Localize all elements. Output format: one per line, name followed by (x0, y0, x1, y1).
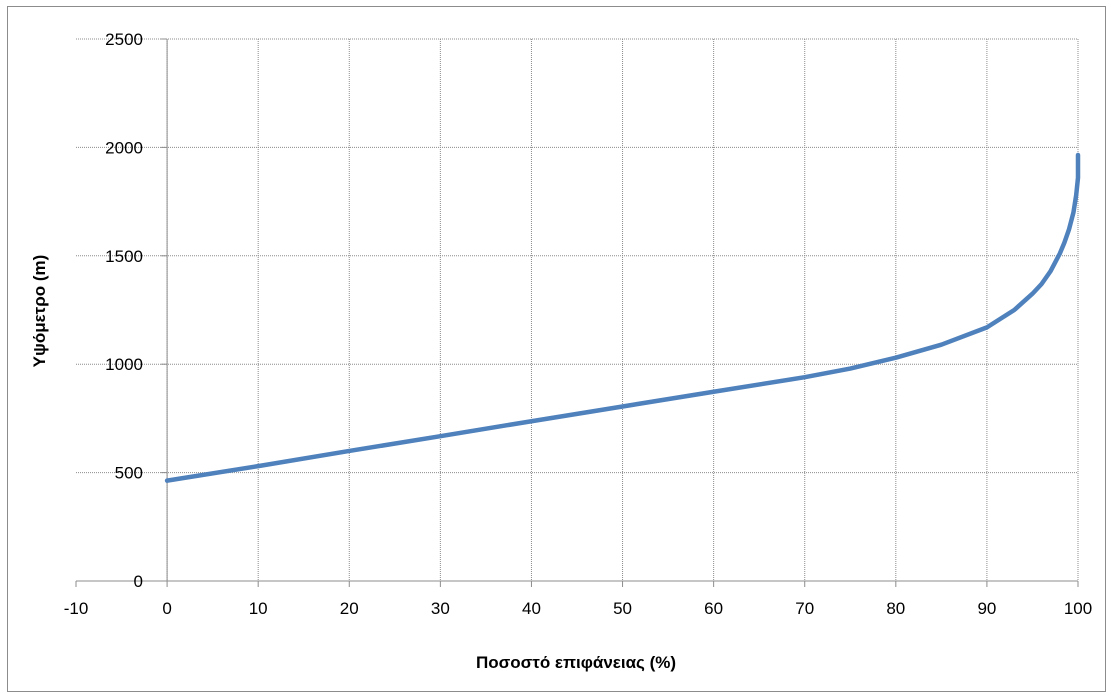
y-tick-label: 0 (134, 572, 143, 591)
x-tick-label: 70 (795, 599, 814, 618)
y-tick-label: 1500 (105, 247, 143, 266)
axes (75, 38, 1079, 587)
x-tick-label: 100 (1064, 599, 1092, 618)
x-tick-label: 0 (162, 599, 171, 618)
x-tick-label: 50 (613, 599, 632, 618)
y-tick-labels: 0 500 1000 1500 2000 2500 (105, 30, 143, 591)
x-axis-title: Ποσοστό επιφάνειας (%) (476, 653, 676, 672)
y-tick-label: 1000 (105, 355, 143, 374)
y-axis-title: Υψόμετρο (m) (30, 255, 49, 368)
x-tick-labels: -10 0 10 20 30 40 50 60 70 80 90 100 (64, 599, 1092, 618)
series-layer (164, 152, 1081, 483)
y-tick-label: 2000 (105, 138, 143, 157)
x-tick-label: 60 (704, 599, 723, 618)
y-tick-label: 500 (115, 464, 143, 483)
grid-lines (76, 38, 1079, 581)
x-tick-label: 90 (977, 599, 996, 618)
x-tick-label: -10 (64, 599, 89, 618)
x-tick-label: 40 (522, 599, 541, 618)
x-tick-label: 30 (431, 599, 450, 618)
x-tick-label: 20 (340, 599, 359, 618)
x-tick-label: 80 (886, 599, 905, 618)
y-tick-label: 2500 (105, 30, 143, 49)
x-tick-label: 10 (249, 599, 268, 618)
series-line (164, 152, 1081, 483)
